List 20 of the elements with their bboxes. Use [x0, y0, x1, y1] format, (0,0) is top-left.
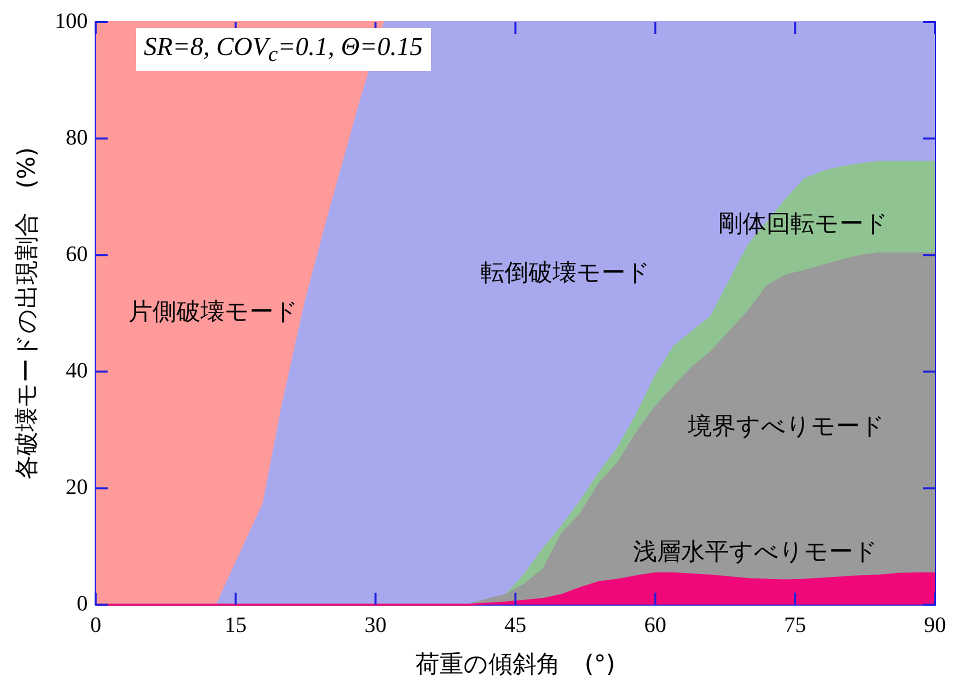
x-tick-label: 45 — [504, 612, 526, 637]
x-tick-label: 60 — [644, 612, 666, 637]
y-tick-label: 100 — [54, 8, 88, 33]
y-tick-label: 80 — [66, 124, 88, 150]
x-axis-title: 荷重の傾斜角 (°) — [416, 650, 616, 678]
x-tick-label: 30 — [364, 612, 387, 637]
x-tick-label: 75 — [784, 612, 806, 637]
series-label: 剛体回転モード — [718, 209, 888, 238]
y-tick-label: 40 — [66, 357, 88, 382]
annotation: SR=8, COV$_{c}$=0.1, Θ=0.15 — [136, 28, 431, 72]
y-tick-label: 60 — [66, 240, 88, 266]
y-axis-title: 各破壊モードの出現割合 (%) — [12, 147, 41, 480]
y-tick-label: 0 — [76, 590, 88, 616]
x-tick-label: 15 — [224, 612, 247, 637]
x-tick-label: 90 — [924, 612, 946, 637]
series-label: 片側破壊モード — [128, 298, 298, 326]
series-label: 境界すべりモード — [687, 412, 886, 440]
y-tick-label: 20 — [66, 474, 88, 500]
series-label: 浅層水平すべりモード — [632, 537, 878, 566]
series-label: 転倒破壊モード — [480, 258, 650, 286]
